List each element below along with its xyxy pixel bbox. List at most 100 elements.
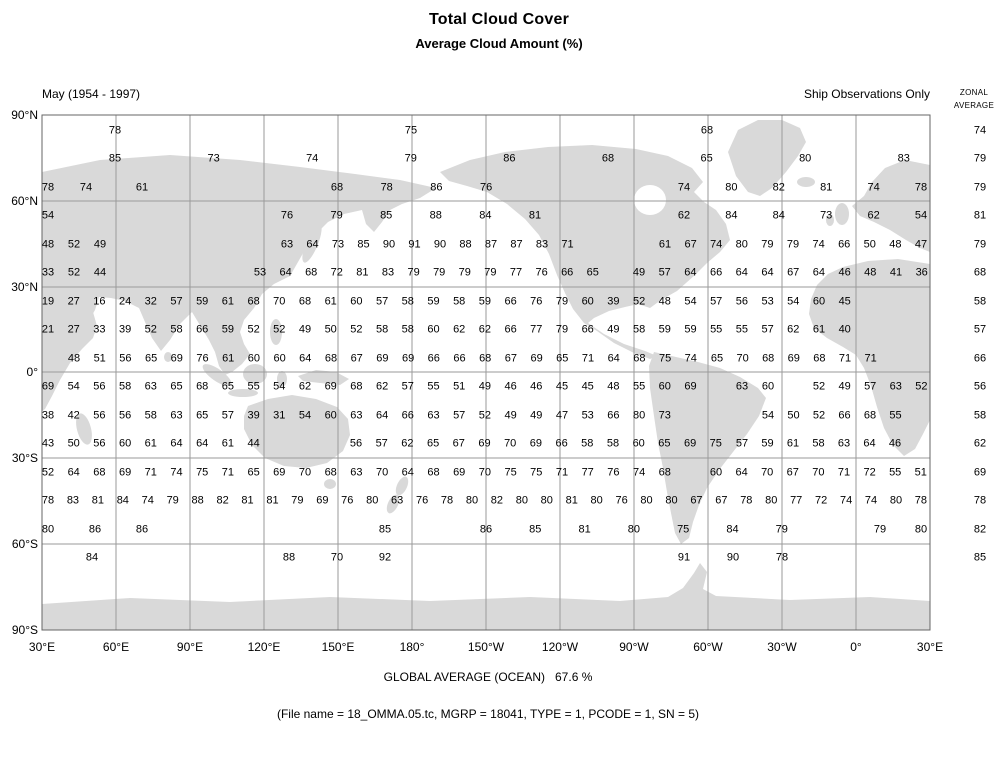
grid-value: 57: [401, 380, 414, 393]
grid-value: 79: [166, 494, 179, 507]
grid-value: 64: [375, 409, 389, 422]
grid-value: 90: [382, 238, 396, 251]
australia-landmass: [244, 395, 350, 468]
grid-value: 60: [658, 380, 671, 393]
grid-value: 62: [401, 437, 414, 450]
grid-value: 57: [375, 295, 389, 308]
zonal-average-value: 57: [973, 323, 987, 336]
grid-value: 68: [479, 352, 492, 365]
page-subtitle: Average Cloud Amount (%): [415, 36, 583, 51]
grid-value: 81: [266, 494, 279, 507]
grid-value: 45: [838, 295, 851, 308]
lon-axis-label: 120°E: [247, 640, 281, 654]
zonal-average-value: 68: [973, 266, 987, 279]
grid-value: 59: [478, 295, 492, 308]
grid-value: 54: [761, 409, 775, 422]
grid-value: 75: [196, 466, 209, 479]
grid-value: 27: [67, 295, 80, 308]
grid-value: 49: [298, 323, 312, 336]
grid-value: 65: [196, 409, 209, 422]
grid-value: 65: [426, 437, 440, 450]
grid-value: 64: [279, 266, 292, 279]
grid-value: 33: [93, 323, 106, 336]
zonal-average-value: 81: [973, 209, 987, 222]
grid-value: 79: [484, 266, 497, 279]
grid-value: 69: [453, 466, 466, 479]
grid-value: 54: [787, 295, 800, 308]
grid-value: 40: [838, 323, 851, 336]
grid-value: 59: [427, 295, 440, 308]
grid-value: 63: [350, 466, 363, 479]
grid-value: 74: [684, 352, 697, 365]
grid-value: 68: [427, 466, 440, 479]
grid-value: 55: [427, 380, 440, 393]
zonal-average-value: 79: [973, 152, 987, 165]
grid-value: 78: [440, 494, 454, 507]
grid-value: 78: [914, 181, 928, 194]
grid-value: 54: [273, 380, 286, 393]
grid-value: 78: [914, 494, 928, 507]
grid-value: 19: [41, 295, 55, 308]
grid-value: 56: [118, 409, 132, 422]
grid-value: 63: [735, 380, 749, 393]
grid-value: 66: [561, 266, 574, 279]
grid-value: 45: [555, 380, 569, 393]
grid-value: 82: [216, 494, 229, 507]
grid-value: 60: [581, 295, 594, 308]
grid-value: 33: [41, 266, 55, 279]
grid-value: 48: [607, 380, 620, 393]
grid-value: 77: [790, 494, 803, 507]
grid-value: 36: [915, 266, 928, 279]
grid-value: 69: [787, 352, 800, 365]
grid-value: 76: [196, 352, 209, 365]
grid-value: 61: [144, 437, 157, 450]
grid-value: 56: [93, 437, 106, 450]
grid-value: 77: [509, 266, 523, 279]
grid-value: 70: [504, 437, 517, 450]
grid-value: 79: [555, 295, 569, 308]
grid-value: 42: [67, 409, 80, 422]
grid-value: 79: [407, 266, 420, 279]
grid-value: 81: [356, 266, 369, 279]
grid-value: 59: [658, 323, 671, 336]
grid-value: 63: [837, 437, 851, 450]
grid-value: 52: [812, 409, 826, 422]
grid-value: 65: [170, 380, 183, 393]
sumatra-island: [202, 364, 232, 386]
lon-axis-label: 90°W: [619, 640, 649, 654]
grid-value: 71: [864, 352, 877, 365]
grid-value: 81: [565, 494, 578, 507]
lon-axis-label: 90°E: [176, 640, 204, 654]
lon-axis-label: 30°E: [28, 640, 56, 654]
grid-value: 39: [118, 323, 132, 336]
grid-value: 73: [658, 409, 671, 422]
grid-value: 92: [378, 551, 392, 564]
grid-value: 65: [658, 437, 671, 450]
ireland-island: [826, 214, 834, 226]
grid-value: 70: [478, 466, 492, 479]
grid-value: 68: [93, 466, 106, 479]
grid-value: 84: [479, 209, 492, 222]
grid-value: 69: [683, 437, 697, 450]
grid-value: 77: [530, 323, 543, 336]
grid-value: 65: [700, 152, 713, 165]
grid-value: 66: [838, 409, 851, 422]
grid-value: 70: [761, 466, 774, 479]
grid-value: 52: [812, 380, 826, 393]
grid-value: 60: [247, 352, 261, 365]
grid-value: 81: [578, 523, 591, 536]
grid-value: 74: [864, 494, 878, 507]
grid-value: 70: [298, 466, 312, 479]
grid-value: 69: [401, 352, 415, 365]
africa-landmass-east: [42, 266, 97, 411]
grid-value: 87: [510, 238, 523, 251]
grid-value: 68: [633, 352, 646, 365]
grid-value: 43: [41, 437, 55, 450]
grid-value: 74: [632, 466, 646, 479]
grid-value: 58: [144, 409, 157, 422]
grid-value: 46: [530, 380, 543, 393]
grid-value: 63: [170, 409, 183, 422]
zonal-average-value: 82: [973, 523, 987, 536]
grid-value: 55: [632, 380, 646, 393]
grid-value: 61: [658, 238, 672, 251]
